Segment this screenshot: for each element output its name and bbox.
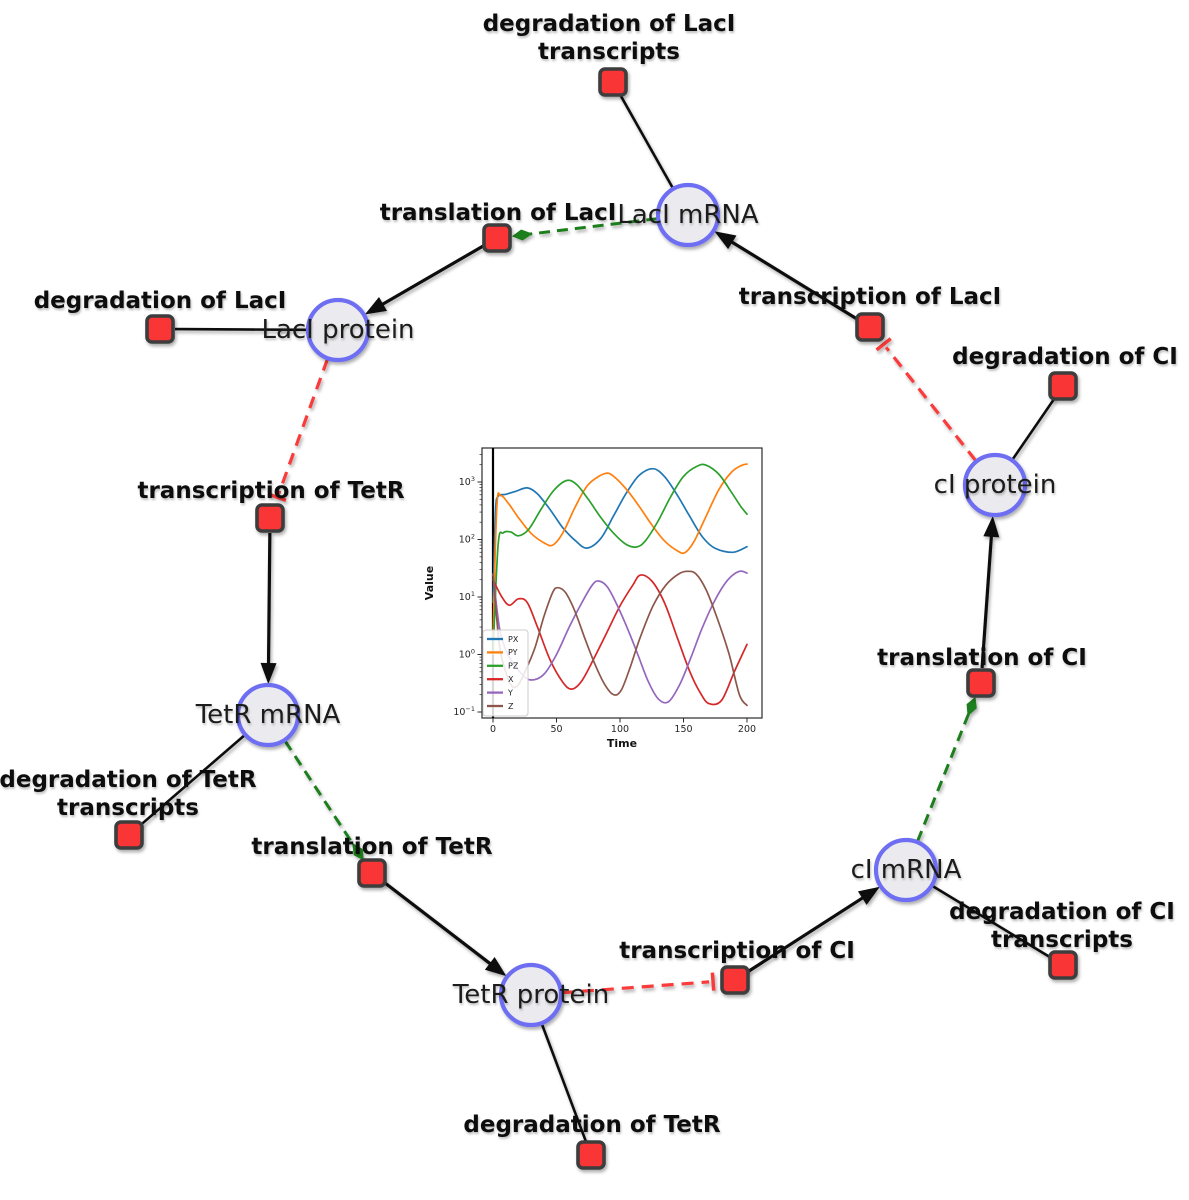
chart-legend-label-PX: PX	[508, 635, 519, 644]
chart-legend-box	[482, 629, 529, 717]
chart-series-X	[492, 574, 748, 706]
reaction-label-tc_tetr-line0: transcription of TetR	[137, 478, 404, 504]
chart-legend-label-X: X	[508, 675, 514, 684]
reaction-node-deg_laci[interactable]	[145, 314, 175, 344]
chart-legend-label-Y: Y	[507, 688, 513, 697]
chart-x-axis-label: Time	[607, 737, 637, 750]
chart-y-tick-label: 100	[459, 648, 475, 661]
reaction-label-tc_ci-line0: transcription of CI	[619, 938, 855, 964]
edge-inhibition-tetr_prot-tc_ci	[561, 972, 716, 995]
chart-y-tick-label: 101	[459, 590, 475, 603]
edge-product-tl_ci-ci_prot	[980, 515, 1000, 669]
reaction-label-tl_laci-line0: translation of LacI	[380, 200, 617, 226]
species-node-tetr_prot[interactable]	[498, 962, 564, 1028]
chart-y-axis-label: Value	[423, 566, 436, 600]
reaction-label-deg_tetr_tr-line1: transcripts	[57, 795, 199, 821]
edge-inhibition-laci_prot-tc_tetr	[268, 358, 329, 503]
chart-series-PX	[492, 467, 748, 604]
edge-product-tc_laci-laci_mrna	[714, 231, 859, 321]
reaction-node-tl_laci[interactable]	[482, 223, 512, 253]
reaction-node-deg_ci_tr[interactable]	[1048, 950, 1078, 980]
reaction-label-deg_ci_tr-line0: degradation of CI	[949, 899, 1175, 925]
edge-reactant-laci_prot-deg_laci	[174, 327, 308, 332]
reaction-label-tl_ci-line0: translation of CI	[877, 645, 1087, 671]
chart-legend: PX PY PZ XYZ	[482, 629, 529, 717]
species-node-ci_mrna[interactable]	[873, 837, 939, 903]
reaction-node-tl_ci[interactable]	[966, 668, 996, 698]
chart-legend-label-Z: Z	[508, 702, 514, 711]
reaction-label-deg_ci_tr-line1: transcripts	[991, 927, 1133, 953]
chart-x-tick-label: 0	[490, 724, 496, 735]
species-node-laci_mrna[interactable]	[655, 182, 721, 248]
reaction-label-deg_tetr-line0: degradation of TetR	[463, 1112, 720, 1138]
reaction-label-deg_tetr_tr-line0: degradation of TetR	[0, 767, 257, 793]
edge-product-tl_laci-laci_prot	[364, 244, 485, 315]
reaction-node-deg_tetr[interactable]	[576, 1140, 606, 1170]
chart-x-tick-label: 150	[674, 724, 692, 735]
chart-frame	[481, 447, 763, 719]
reaction-label-tc_laci-line0: transcription of LacI	[739, 284, 1002, 310]
reaction-node-deg_ci[interactable]	[1048, 371, 1078, 401]
edge-reactant-ci_prot-deg_ci	[1011, 397, 1056, 461]
reaction-label-deg_laci_tr-line1: transcripts	[538, 39, 680, 65]
edge-modifier-tetr_mrna-tl_tetr	[283, 740, 364, 861]
reaction-label-deg_laci-line0: degradation of LacI	[34, 288, 287, 314]
reaction-node-tc_ci[interactable]	[720, 965, 750, 995]
chart-y-tick-label: 103	[459, 475, 475, 488]
species-label-ci_prot: cI protein	[934, 470, 1057, 500]
chart-x-tick-label: 50	[550, 724, 562, 735]
edge-reactant-laci_mrna-deg_laci_tr	[619, 94, 674, 189]
chart-y-tick-label: 10−1	[453, 705, 475, 718]
species-label-laci_prot: LacI protein	[261, 315, 414, 345]
edge-product-tl_tetr-tetr_prot	[382, 880, 507, 977]
chart-series-PZ	[492, 463, 748, 656]
edge-reactant-tetr_mrna-deg_tetr_tr	[139, 734, 246, 827]
chart-legend-label-PY: PY	[508, 648, 518, 657]
species-node-tetr_mrna[interactable]	[235, 682, 301, 748]
species-node-laci_prot[interactable]	[305, 297, 371, 363]
inset-timeseries-chart: 0 50 100 150 20010310210110010−1TimeValuePXP…	[423, 447, 763, 750]
reaction-label-tl_tetr-line0: translation of TetR	[251, 834, 492, 860]
chart-y-tick-label: 102	[459, 533, 475, 546]
chart-x-tick-label: 200	[738, 724, 756, 735]
species-label-tetr_prot: TetR protein	[452, 980, 609, 1010]
reaction-node-tc_laci[interactable]	[855, 312, 885, 342]
edge-inhibition-ci_prot-tc_laci	[875, 337, 978, 462]
edge-modifier-ci_mrna-tl_ci	[916, 696, 977, 842]
chart-legend-label-PZ: PZ	[508, 662, 519, 671]
reaction-node-tc_tetr[interactable]	[255, 503, 285, 533]
reaction-node-deg_laci_tr[interactable]	[598, 67, 628, 97]
species-label-tetr_mrna: TetR mRNA	[195, 700, 341, 730]
edge-reactant-tetr_prot-deg_tetr	[540, 1023, 587, 1142]
species-label-ci_mrna: cI mRNA	[851, 855, 962, 885]
edge-reactant-ci_mrna-deg_ci_tr	[931, 884, 1051, 959]
species-node-ci_prot[interactable]	[962, 452, 1028, 518]
edge-product-tc_tetr-tetr_mrna	[260, 532, 277, 685]
edge-modifier-laci_mrna-tl_laci	[511, 217, 658, 241]
reaction-node-tl_tetr[interactable]	[357, 858, 387, 888]
reaction-node-deg_tetr_tr[interactable]	[114, 820, 144, 850]
edge-product-tc_ci-ci_mrna	[746, 886, 880, 974]
chart-series-PY	[492, 463, 748, 639]
species-label-laci_mrna: LacI mRNA	[617, 200, 758, 230]
reaction-label-deg_laci_tr-line0: degradation of LacI	[483, 11, 736, 37]
chart-x-tick-label: 100	[611, 724, 629, 735]
reaction-label-deg_ci-line0: degradation of CI	[952, 344, 1178, 370]
